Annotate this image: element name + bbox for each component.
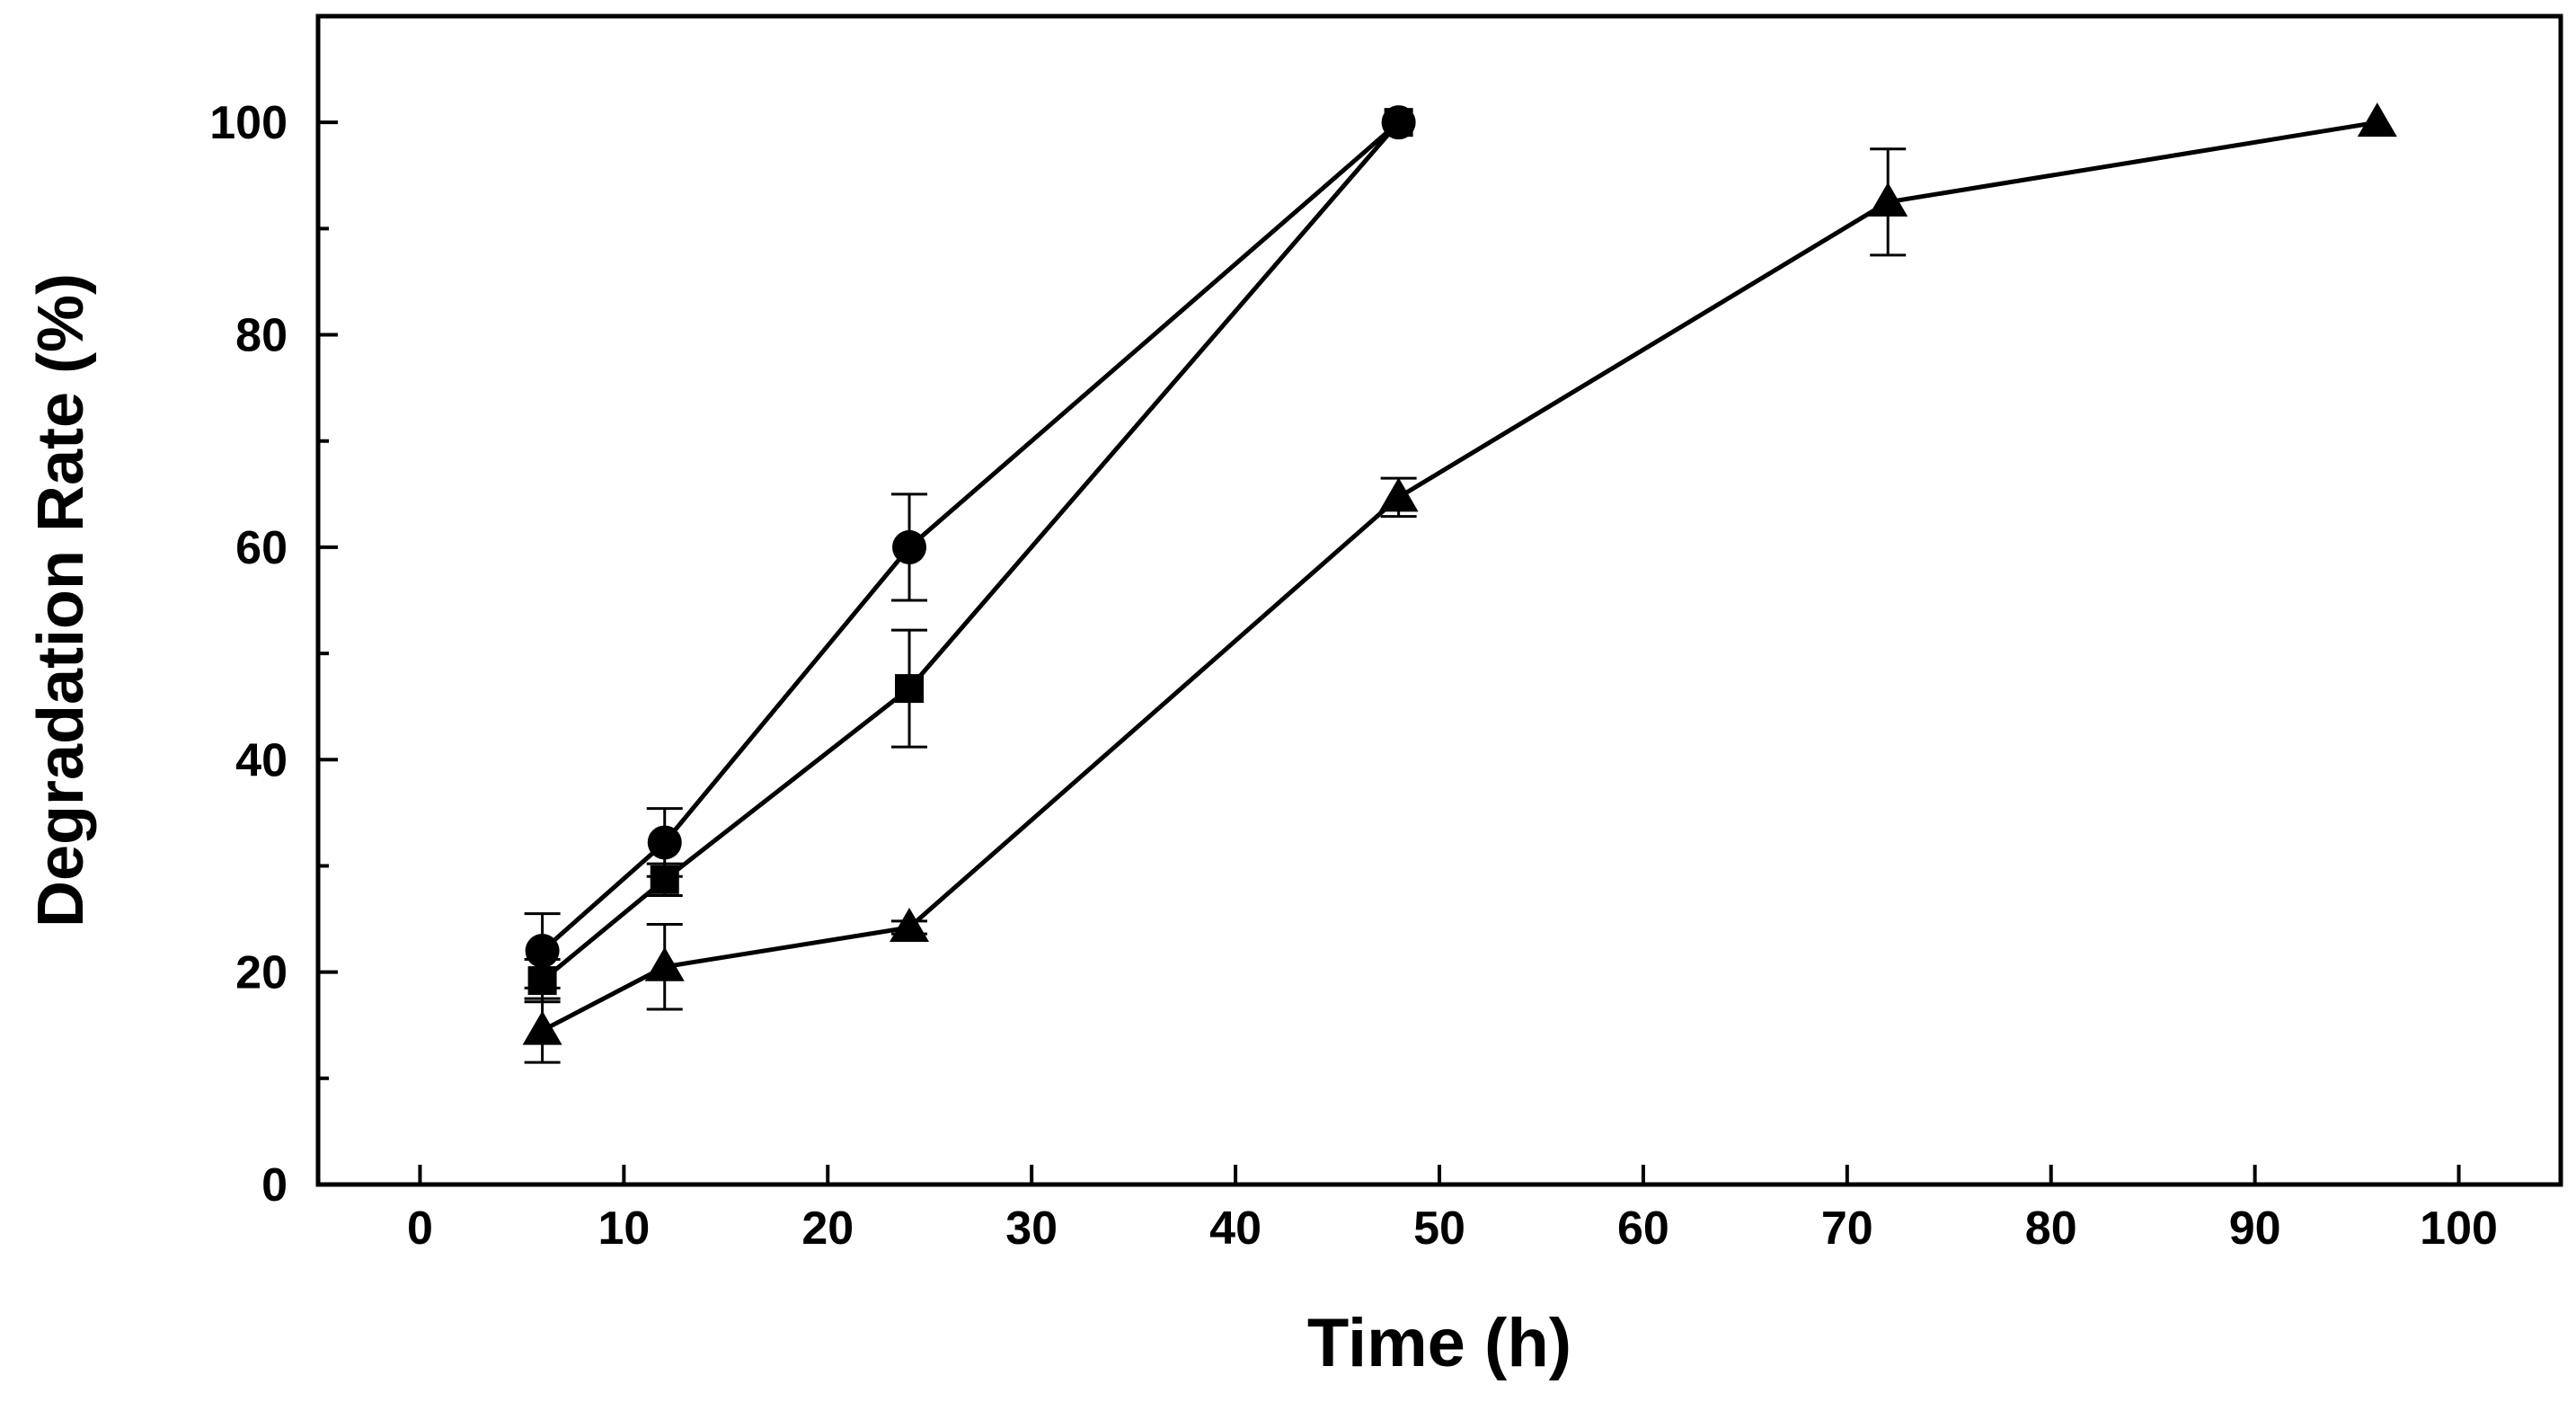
x-tick-label: 70: [1821, 1202, 1873, 1255]
series-layer: [522, 102, 2397, 1064]
x-tick-label: 10: [598, 1202, 650, 1255]
x-tick-label: 80: [2025, 1202, 2077, 1255]
series-circle: [524, 105, 1416, 989]
y-tick-label: 0: [261, 1159, 288, 1211]
x-tick-label: 90: [2229, 1202, 2281, 1255]
series-line: [541, 120, 1401, 983]
x-tick-label: 40: [1209, 1202, 1261, 1255]
x-tick-label: 0: [407, 1202, 433, 1255]
x-axis-title: Time (h): [1307, 1305, 1571, 1381]
y-tick-label: 20: [235, 947, 288, 999]
y-axis-title: Degradation Rate (%): [25, 273, 97, 927]
y-axis-ticks: 0 20 40 60 80 100: [209, 97, 338, 1211]
data-point-square: [527, 966, 557, 996]
data-point-circle: [647, 825, 682, 860]
data-point-circle: [892, 529, 927, 564]
data-point-triangle: [1378, 477, 1419, 512]
series-square: [524, 108, 1413, 1004]
x-tick-label: 60: [1617, 1202, 1669, 1255]
data-point-triangle: [644, 946, 685, 981]
data-point-triangle: [890, 908, 930, 942]
series-triangle: [522, 102, 2397, 1064]
y-tick-label: 60: [235, 522, 288, 574]
data-point-triangle: [1868, 182, 1908, 217]
x-tick-label: 30: [1005, 1202, 1058, 1255]
data-point-square: [1384, 108, 1413, 138]
y-tick-label: 40: [235, 734, 288, 786]
data-point-triangle: [2357, 102, 2397, 138]
x-tick-label: 20: [801, 1202, 854, 1255]
data-point-square: [895, 674, 925, 704]
series-line: [540, 120, 1401, 953]
data-point-square: [650, 865, 679, 894]
x-tick-label: 100: [2420, 1202, 2498, 1255]
y-tick-label: 100: [209, 97, 288, 149]
data-point-triangle: [522, 1010, 562, 1045]
series-line: [541, 120, 2378, 1033]
y-tick-label: 80: [235, 310, 288, 362]
x-tick-label: 50: [1413, 1202, 1465, 1255]
x-axis-ticks: 0 10 20 30 40 50 60 70 80 90 100: [407, 1165, 2498, 1255]
